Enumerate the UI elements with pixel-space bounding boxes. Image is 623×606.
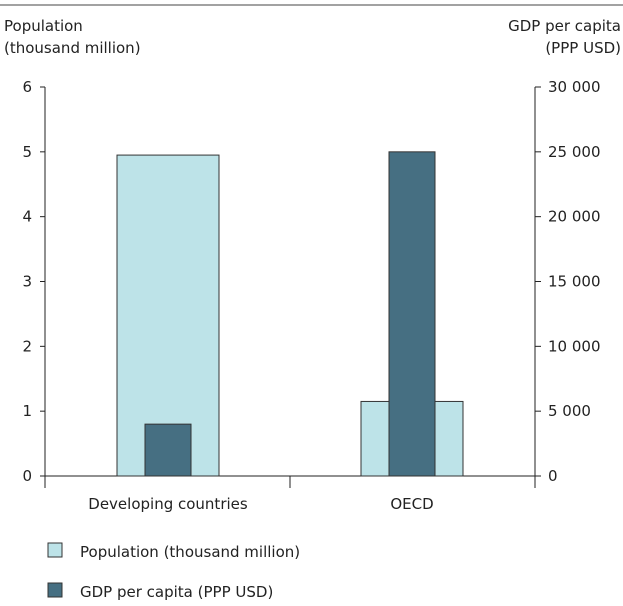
right-tick-label: 30 000 [548,78,601,96]
bar-gdp-per-capita [144,423,192,477]
right-tick-label: 5 000 [548,402,591,420]
left-tick-label: 4 [22,208,32,226]
category-label: Developing countries [88,495,248,513]
axes: 0 1 2 3 4 5 6 0 5 000 10 000 15 000 20 000 25 000 30 … [22,78,601,488]
right-tick-label: 0 [548,467,558,485]
legend-label-population: Population (thousand million) [80,543,300,561]
left-tick-label: 5 [22,143,32,161]
left-tick-label: 6 [22,78,32,96]
bar-gdp-per-capita [388,151,436,477]
legend-label-gdp-per-capita: GDP per capita (PPP USD) [80,583,273,601]
left-tick-label: 1 [22,402,32,420]
bar-population [116,154,220,477]
right-tick-label: 10 000 [548,337,601,355]
left-tick-label: 0 [22,467,32,485]
left-axis-title-line1: Population [4,17,83,35]
right-tick-label: 20 000 [548,208,601,226]
right-tick-label: 25 000 [548,143,601,161]
legend: Population (thousand million) GDP per ca… [47,542,300,601]
right-axis-title-line2: (PPP USD) [545,39,621,57]
left-axis-title-line2: (thousand million) [4,39,141,57]
legend-swatch-population [47,542,63,558]
category-label: OECD [390,495,433,513]
legend-swatch-gdp-per-capita [47,582,63,598]
left-tick-label: 3 [22,273,32,291]
right-tick-label: 15 000 [548,273,601,291]
left-tick-label: 2 [22,337,32,355]
category-labels: Developing countries OECD [88,495,433,513]
bars [116,151,464,477]
right-axis-title-line1: GDP per capita [508,17,621,35]
